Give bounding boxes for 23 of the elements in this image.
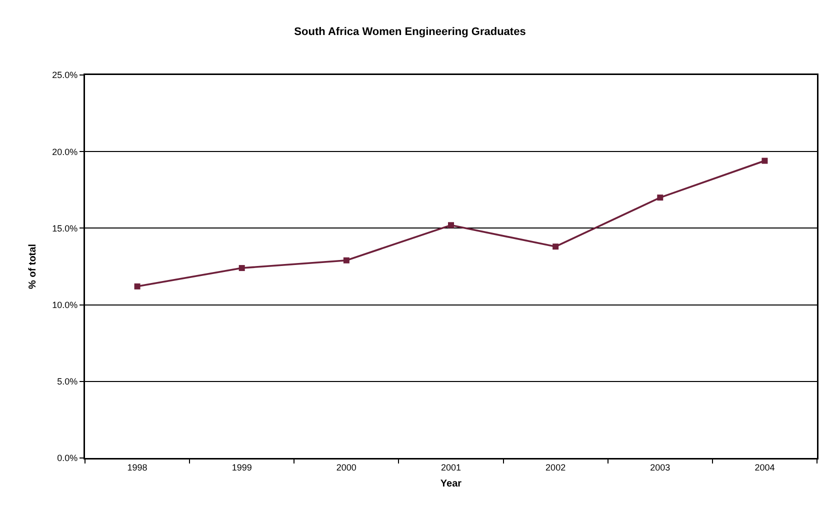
x-tick-label: 1998: [127, 462, 148, 472]
x-tick-label: 2003: [650, 462, 670, 472]
x-tick-label: 2000: [336, 462, 356, 472]
y-tick-label: 0.0%: [57, 453, 78, 464]
chart-title: South Africa Women Engineering Graduates: [294, 26, 526, 38]
x-tick-label: 1999: [232, 462, 252, 472]
y-axis-title: % of total: [27, 244, 38, 289]
point: [762, 158, 768, 164]
y-tick-label: 20.0%: [52, 146, 78, 157]
y-tick-label: 15.0%: [52, 223, 78, 234]
y-tick-label: 25.0%: [52, 70, 78, 80]
y-tick-label: 5.0%: [57, 376, 78, 387]
point: [552, 244, 559, 250]
y-tick-label: 10.0%: [52, 300, 78, 310]
point: [448, 222, 454, 228]
x-axis-title: Year: [440, 478, 462, 490]
x-tick-label: 2002: [546, 462, 566, 472]
x-tick-label: 2004: [754, 462, 775, 472]
point: [657, 194, 664, 201]
point: [238, 265, 245, 272]
point: [343, 257, 350, 264]
point: [134, 283, 140, 290]
x-tick-label: 2001: [440, 462, 462, 472]
